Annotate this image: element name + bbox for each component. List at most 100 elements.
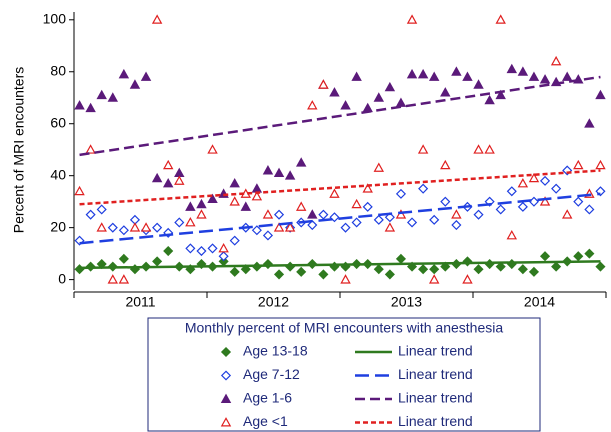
x-tick-label: 2011 xyxy=(125,294,155,310)
x-tick-label: 2014 xyxy=(524,294,555,310)
legend-box xyxy=(147,317,541,432)
point xyxy=(152,222,163,233)
point xyxy=(229,235,240,246)
legend-label: Linear trend xyxy=(398,390,473,406)
point xyxy=(107,92,119,102)
point xyxy=(506,63,518,74)
point xyxy=(595,89,606,100)
point xyxy=(96,204,107,215)
point xyxy=(118,274,130,284)
point xyxy=(284,222,296,232)
point xyxy=(506,258,517,270)
point xyxy=(151,172,163,183)
legend-marker xyxy=(220,370,232,381)
point xyxy=(550,55,562,66)
point xyxy=(340,222,351,233)
point xyxy=(207,144,218,154)
point xyxy=(229,266,240,277)
point xyxy=(96,222,107,232)
legend-label: Age 1-6 xyxy=(243,390,292,406)
point xyxy=(295,157,307,167)
point xyxy=(551,183,562,194)
point xyxy=(517,178,529,188)
legend-label: Age 7-12 xyxy=(243,366,300,382)
point xyxy=(573,196,584,207)
point xyxy=(85,102,96,113)
point xyxy=(584,204,595,215)
point xyxy=(517,66,529,76)
point xyxy=(295,201,307,211)
point xyxy=(74,185,85,196)
trend-line xyxy=(79,192,601,245)
point xyxy=(462,274,473,284)
point xyxy=(451,209,462,219)
point xyxy=(406,68,418,79)
point xyxy=(551,261,562,272)
point xyxy=(74,235,85,246)
point xyxy=(351,198,362,209)
point xyxy=(318,269,329,280)
point xyxy=(539,175,551,186)
point xyxy=(296,266,307,277)
point xyxy=(284,170,296,180)
point xyxy=(395,253,407,264)
point xyxy=(262,258,274,270)
point xyxy=(163,245,174,257)
point xyxy=(528,172,540,183)
point xyxy=(395,188,407,199)
point xyxy=(329,87,340,97)
point xyxy=(539,251,551,262)
trend-line xyxy=(79,260,601,270)
legend-label: Linear trend xyxy=(398,343,473,359)
y-tick-label: 60 xyxy=(50,114,66,130)
point xyxy=(96,89,107,100)
y-tick-label: 40 xyxy=(50,166,66,182)
point xyxy=(229,196,240,206)
point xyxy=(484,196,495,207)
point xyxy=(251,183,263,193)
point xyxy=(240,201,252,211)
point xyxy=(318,79,329,89)
point xyxy=(340,274,351,284)
point xyxy=(373,264,384,275)
point xyxy=(395,209,407,219)
point xyxy=(406,217,418,228)
point xyxy=(417,68,429,79)
point xyxy=(462,256,473,267)
point xyxy=(440,196,451,207)
point xyxy=(428,274,440,284)
point xyxy=(473,209,484,220)
point xyxy=(528,266,540,277)
point xyxy=(273,167,285,178)
point xyxy=(273,269,285,280)
legend-label: Age <1 xyxy=(243,413,288,429)
legend-label: Age 13-18 xyxy=(243,343,308,359)
point xyxy=(417,144,429,154)
point xyxy=(561,209,573,219)
point xyxy=(384,222,396,232)
point xyxy=(307,209,318,219)
point xyxy=(307,100,318,110)
point xyxy=(207,243,218,254)
point xyxy=(262,230,274,241)
point xyxy=(85,144,96,154)
point xyxy=(595,261,606,272)
point xyxy=(373,162,385,172)
point xyxy=(584,248,595,259)
point xyxy=(251,225,262,236)
point xyxy=(539,74,551,84)
point xyxy=(174,217,185,228)
point xyxy=(151,14,163,24)
point xyxy=(440,159,451,170)
legend-label: Linear trend xyxy=(398,413,473,429)
point xyxy=(395,97,407,107)
point xyxy=(429,214,440,225)
point xyxy=(196,209,207,219)
point xyxy=(174,167,185,178)
point xyxy=(517,201,528,212)
point xyxy=(495,261,506,272)
point xyxy=(262,209,274,219)
point xyxy=(428,71,440,81)
point xyxy=(262,165,274,175)
point xyxy=(429,264,440,275)
